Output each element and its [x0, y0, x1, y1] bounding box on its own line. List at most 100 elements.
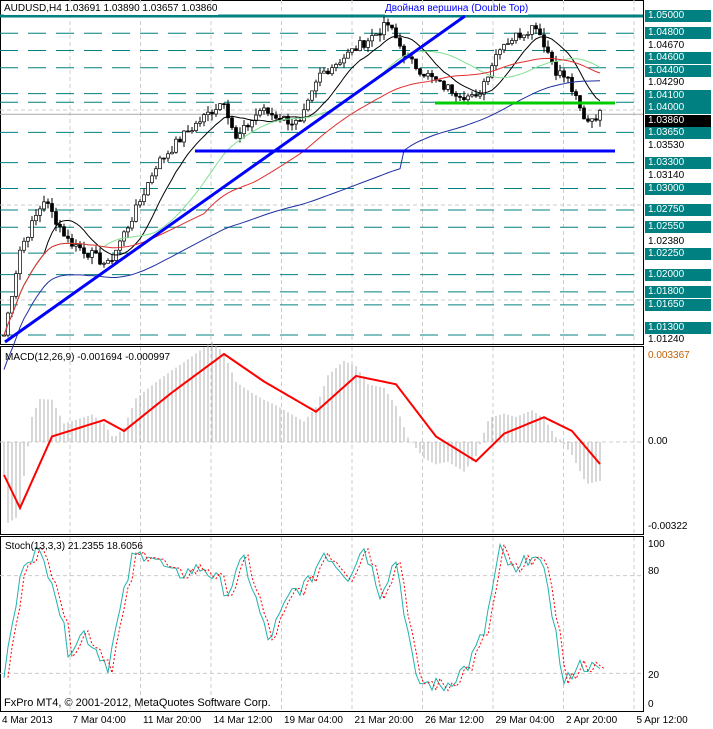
candle-body — [58, 223, 62, 228]
price-level-tag: 1.05000 — [645, 10, 711, 22]
candle-body — [538, 28, 542, 36]
candle-body — [82, 247, 86, 254]
candle-body — [426, 73, 430, 77]
price-level-tag: 1.02550 — [645, 221, 711, 234]
stoch-signal-line — [7, 542, 605, 692]
candle-body — [334, 64, 338, 69]
candle-body — [514, 32, 518, 41]
candle-body — [590, 118, 594, 122]
candle-body — [310, 90, 314, 101]
price-tick: 1.04670 — [648, 39, 685, 51]
candle-body — [534, 25, 538, 30]
candle-body — [78, 244, 82, 249]
candle-body — [474, 94, 478, 97]
current-price-tag: 1.03860 — [645, 114, 711, 127]
candle-body — [98, 252, 102, 265]
candle-body — [162, 157, 166, 160]
candle-body — [54, 211, 58, 225]
candle-body — [526, 34, 530, 36]
candle-body — [106, 260, 110, 264]
time-tick: 5 Apr 12:00 — [636, 715, 688, 726]
candle-body — [286, 115, 290, 125]
candle-body — [130, 220, 134, 229]
candle-body — [558, 70, 562, 76]
ma-red — [3, 57, 601, 336]
candle-body — [350, 48, 354, 53]
candle-body — [182, 130, 186, 143]
time-tick: 7 Mar 04:00 — [72, 715, 126, 726]
candle-body — [554, 61, 558, 76]
price-level-tag: 1.01300 — [645, 321, 711, 334]
candle-body — [430, 73, 434, 78]
price-level-tag: 1.04600 — [645, 52, 711, 65]
candle-body — [122, 231, 126, 242]
candle-body — [358, 40, 362, 52]
candle-body — [158, 157, 162, 170]
candle-body — [262, 107, 266, 111]
price-tick: 1.04290 — [648, 77, 685, 89]
candle-body — [302, 109, 306, 122]
candle-body — [574, 91, 578, 96]
candle-body — [10, 295, 14, 314]
ma-black — [3, 35, 601, 336]
candle-body — [450, 84, 454, 94]
candle-body — [510, 40, 514, 44]
candle-body — [18, 249, 22, 274]
candle-body — [242, 125, 246, 134]
time-tick: 14 Mar 12:00 — [213, 715, 273, 726]
candle-body — [110, 260, 114, 262]
candle-body — [186, 130, 190, 133]
time-tick: 4 Mar 2013 — [2, 715, 53, 726]
candle-body — [322, 70, 326, 74]
candle-body — [466, 95, 470, 101]
candle-body — [30, 220, 34, 238]
candle-body — [190, 130, 194, 133]
candle-body — [94, 250, 98, 254]
time-tick: 21 Mar 20:00 — [354, 715, 414, 726]
candle-body — [50, 203, 54, 212]
candle-body — [586, 118, 590, 122]
candle-body — [298, 120, 302, 122]
candle-body — [142, 194, 146, 202]
candle-body — [522, 34, 526, 38]
stoch-level-80: 80 — [648, 566, 660, 577]
uptrend-line — [4, 14, 466, 344]
candle-body — [14, 273, 18, 297]
macd-panel-frame — [0, 346, 644, 535]
candle-body — [382, 22, 386, 36]
price-level-tag: 1.04800 — [645, 27, 711, 40]
candle-body — [354, 48, 358, 52]
candle-body — [90, 250, 94, 258]
candle-body — [150, 175, 154, 183]
candle-body — [166, 153, 170, 159]
macd-label: MACD(12,26,9) -0.001694 -0.000997 — [5, 352, 171, 363]
macd-top-value: 0.003367 — [648, 350, 690, 361]
candle-body — [330, 67, 334, 75]
candle-body — [326, 70, 330, 75]
price-level-tag: 1.02000 — [645, 268, 711, 281]
candle-body — [414, 58, 418, 70]
candle-body — [398, 37, 402, 47]
candle-body — [266, 107, 270, 114]
time-tick: 2 Apr 20:00 — [566, 715, 618, 726]
candle-body — [234, 127, 238, 139]
candle-body — [418, 68, 422, 75]
candle-body — [34, 215, 38, 222]
candle-body — [270, 113, 274, 116]
price-level-tag: 1.01650 — [645, 298, 711, 311]
time-tick: 11 Mar 20:00 — [143, 715, 202, 726]
macd-zero-value: 0.00 — [648, 436, 668, 447]
candle-body — [498, 49, 502, 55]
candle-body — [194, 122, 198, 131]
candle-body — [170, 151, 174, 155]
candle-body — [274, 114, 278, 119]
candle-body — [138, 201, 142, 206]
candle-body — [26, 236, 30, 242]
candle-body — [518, 32, 522, 38]
price-tick: 1.03140 — [648, 170, 685, 182]
stoch-main-line — [3, 542, 601, 692]
time-tick: 29 Mar 04:00 — [495, 715, 555, 726]
candle-body — [2, 334, 6, 337]
